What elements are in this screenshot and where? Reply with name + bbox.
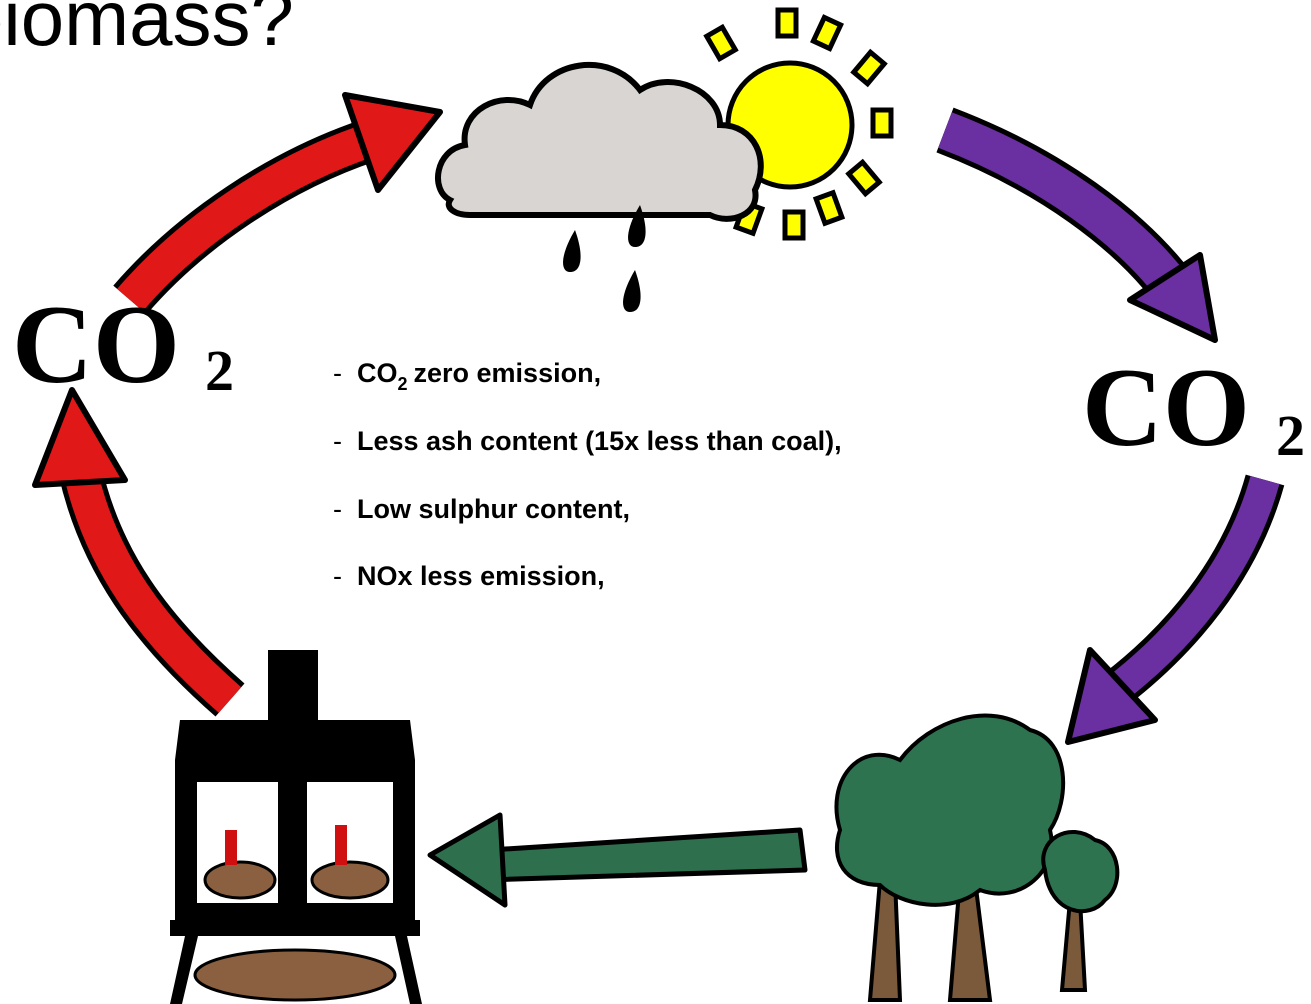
bullet-text: Low sulphur content,	[357, 494, 630, 524]
co2-left-label: CO	[12, 283, 180, 407]
bullet-co: CO	[357, 358, 398, 388]
bullet-marker: -	[333, 358, 342, 388]
bullet-marker: -	[333, 426, 342, 456]
bullet-text: Less ash content (15x less than coal),	[357, 426, 842, 456]
co2-right-subscript: 2	[1276, 403, 1305, 468]
bullet-marker: -	[333, 561, 342, 591]
bullet-marker: -	[333, 494, 342, 524]
bullet-text: NOx less emission,	[357, 561, 605, 591]
page: biomass?	[0, 0, 1311, 1004]
bullet-rest: zero emission,	[414, 358, 602, 388]
bullet-sub: 2	[398, 374, 408, 394]
title: biomass?	[0, 0, 294, 62]
slide: biomass?	[0, 0, 1311, 1004]
co2-left-subscript: 2	[205, 338, 234, 403]
co2-right-label: CO	[1082, 346, 1250, 470]
